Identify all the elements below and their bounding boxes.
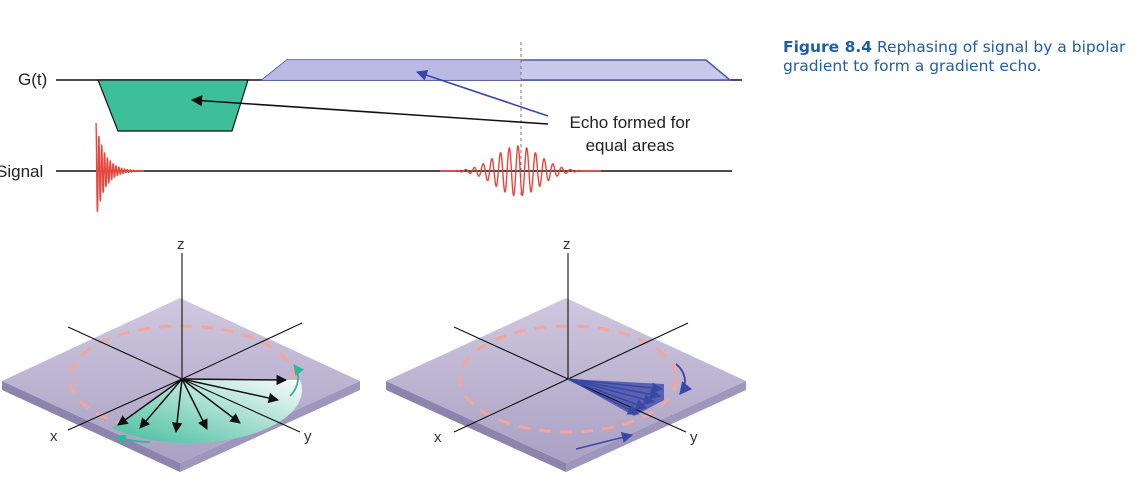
echo-signal	[440, 145, 601, 197]
axis-back-left	[67, 326, 183, 380]
vector	[567, 378, 662, 400]
vector	[181, 374, 288, 386]
plane-edge-left	[386, 381, 566, 472]
x-axis-label: x	[434, 429, 442, 446]
negative-gradient-lobe	[97, 79, 249, 132]
rephasing-plane-diagram: z x y	[386, 236, 746, 472]
signal-label: Signal	[0, 162, 43, 181]
echo-annotation-line2: equal areas	[586, 136, 675, 155]
vector	[181, 378, 280, 404]
rotation-arrow-icon	[675, 363, 693, 395]
arrow-to-positive-lobe	[415, 69, 549, 117]
y-axis-label: y	[304, 428, 312, 445]
gradient-label: G(t)	[18, 70, 47, 89]
timing-diagram: G(t) Echo formed for equal areas Signal	[0, 42, 742, 213]
plane-edge-right	[566, 381, 746, 472]
z-axis-label: z	[563, 236, 571, 253]
arrow-to-negative-lobe	[190, 95, 549, 125]
axis-back-right	[181, 322, 303, 380]
vector	[567, 378, 664, 394]
echo-annotation-line1: Echo formed for	[570, 113, 691, 132]
rephasing-vectors	[567, 378, 664, 415]
x-axis	[453, 378, 569, 433]
vector	[567, 378, 648, 410]
rotation-arrow-icon	[289, 364, 305, 397]
z-axis-label: z	[177, 236, 185, 253]
dephasing-plane-diagram: z x y	[2, 236, 360, 472]
caption-text: Rephasing of signal by a bipolar gradien…	[783, 38, 1126, 75]
vector	[139, 378, 183, 429]
vector	[567, 378, 640, 415]
plane-edge-left	[2, 381, 180, 472]
rotation-arrow-icon	[575, 432, 634, 450]
y-axis	[181, 378, 301, 433]
vector	[181, 378, 208, 430]
y-axis-label: y	[690, 429, 698, 446]
rotation-arrow-icon	[114, 434, 151, 445]
axis-back-left	[453, 326, 569, 380]
figure-number: Figure 8.4	[783, 38, 873, 56]
figure-caption: Figure 8.4 Rephasing of signal by a bipo…	[783, 38, 1133, 76]
vector	[181, 378, 241, 424]
dephasing-vectors	[117, 374, 288, 434]
vector	[567, 378, 656, 405]
axis-back-right	[567, 322, 689, 380]
x-axis	[67, 378, 183, 431]
positive-lobe-shaded-area	[262, 60, 521, 80]
vector	[117, 378, 183, 426]
vector	[171, 378, 183, 434]
fid-signal	[95, 122, 145, 213]
precession-circle	[458, 324, 678, 434]
x-axis-label: x	[50, 428, 58, 445]
